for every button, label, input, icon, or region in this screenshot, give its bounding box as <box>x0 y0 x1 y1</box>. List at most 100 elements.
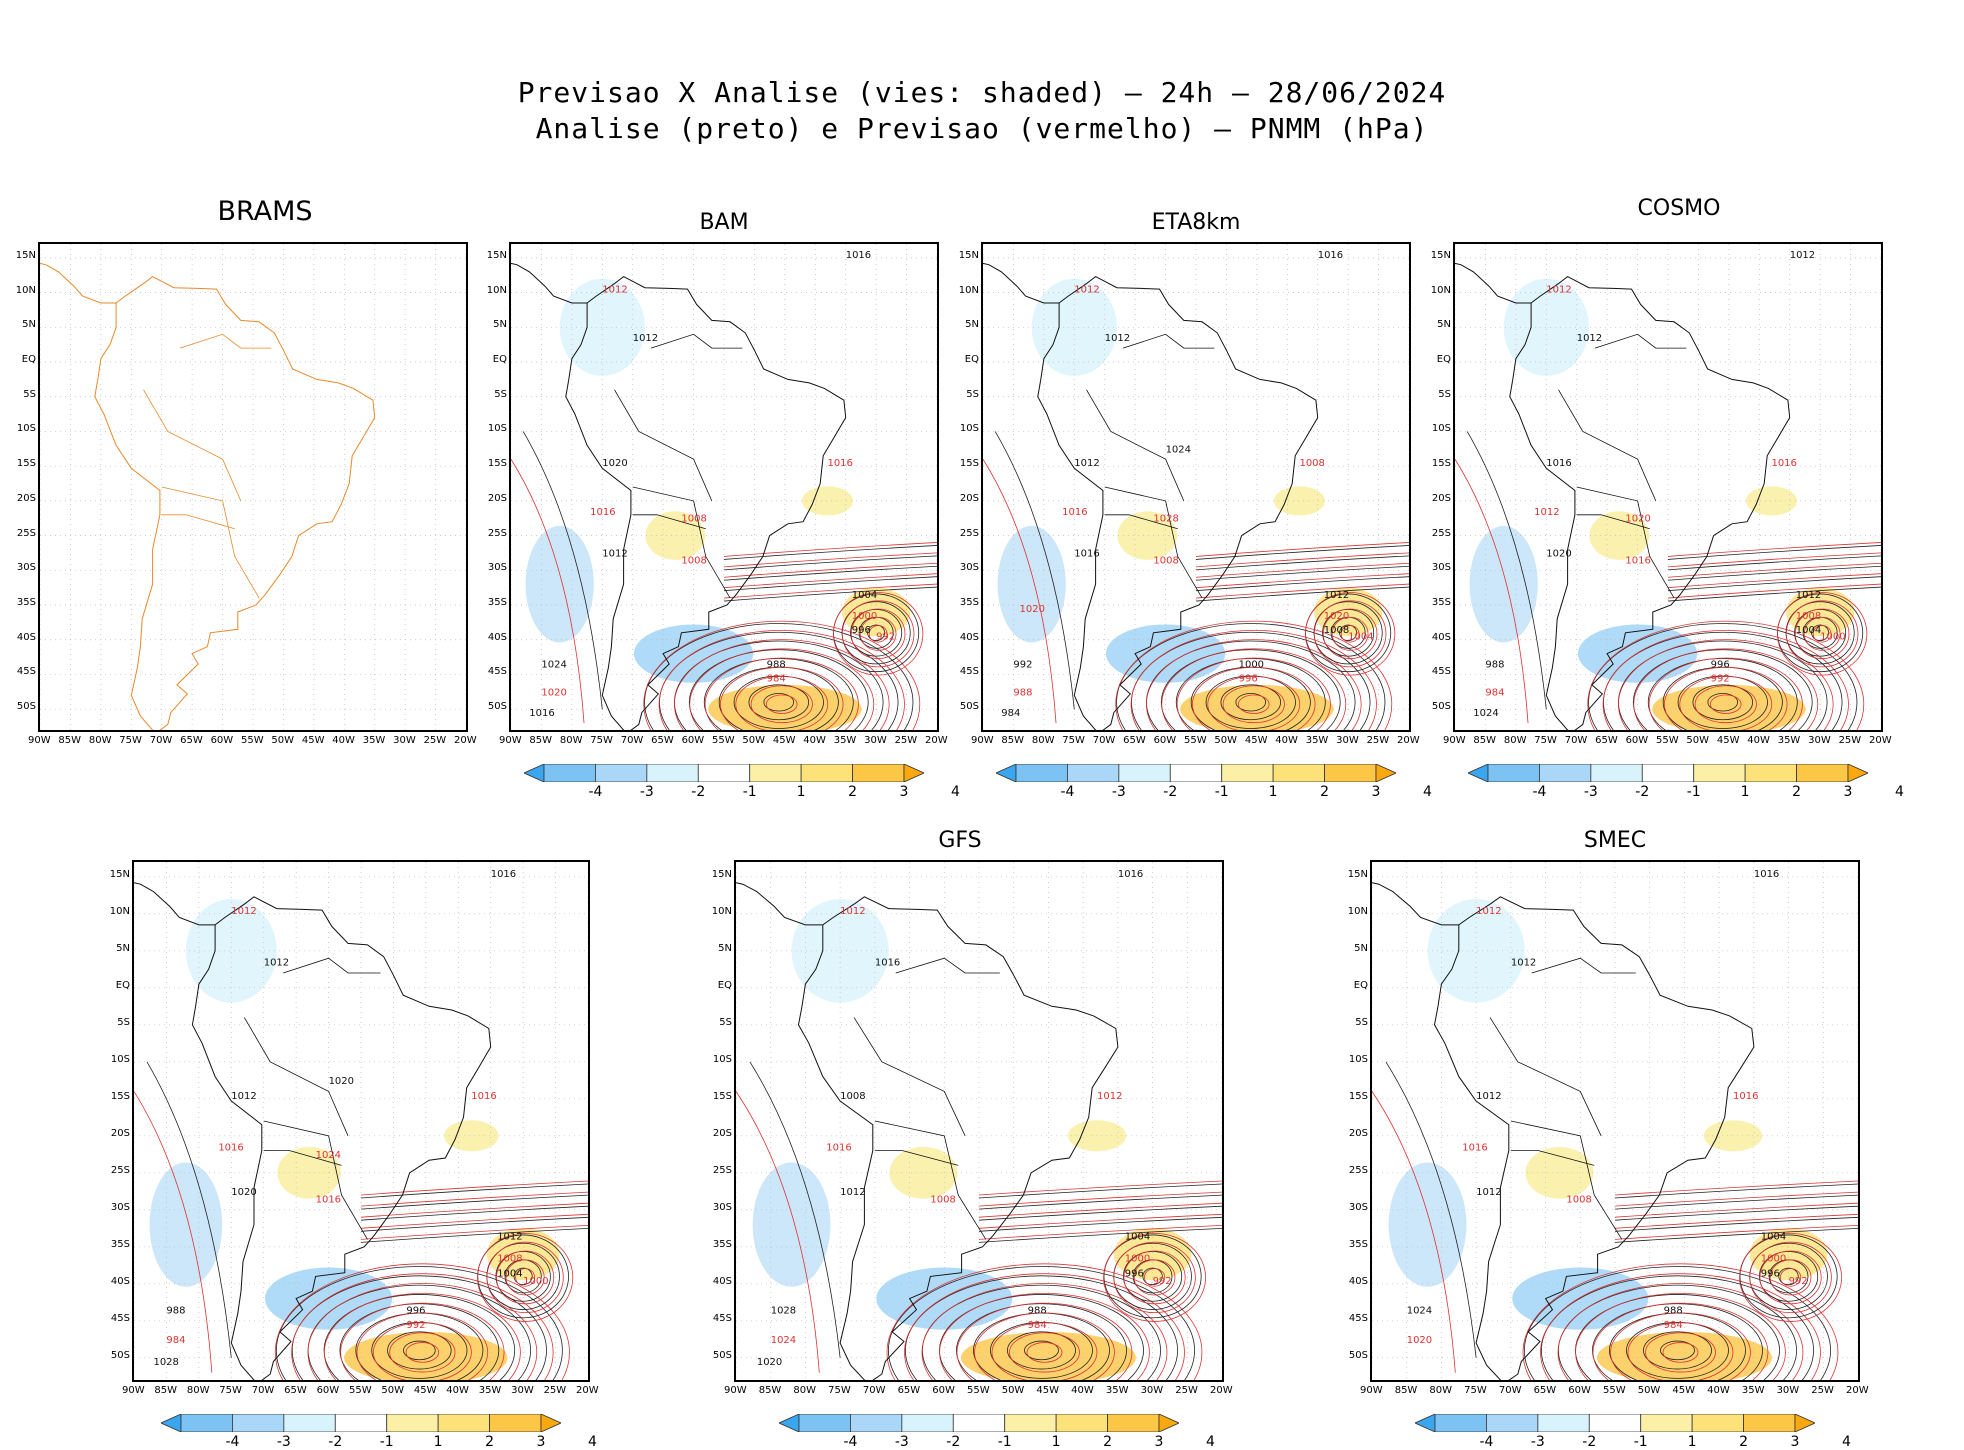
country-border <box>1104 486 1203 599</box>
isobar-forecast <box>323 1292 521 1380</box>
map-panel-smec: 1016 1012 1012 1016 1012 1016 1012 1008 1004 1000… <box>1370 860 1860 1382</box>
isobar-analysis <box>403 1340 436 1361</box>
lat-tick-label: 35S <box>16 597 36 609</box>
bias-shade-positive <box>1067 1120 1127 1152</box>
contour-label: 1000 <box>1820 632 1845 643</box>
colorbar-tick-label: 4 <box>1894 784 1904 800</box>
lon-tick-label: 40W <box>803 735 826 746</box>
lon-tick-label: 40W <box>1747 735 1770 746</box>
lat-tick-label: 5S <box>117 1016 130 1028</box>
contour-label: 1012 <box>633 333 658 344</box>
isobar-analysis <box>339 1303 500 1380</box>
contour-label: 1020 <box>602 458 627 469</box>
contour-label: 996 <box>1239 673 1258 684</box>
bias-shade-negative <box>525 525 594 643</box>
colorbar-segment <box>901 1413 954 1433</box>
isobar-analysis <box>1195 576 1409 592</box>
isobar-analysis <box>994 431 1075 710</box>
lon-tick-label: 75W <box>1534 735 1557 746</box>
isobar-forecast <box>1645 1332 1716 1373</box>
lat-tick-label: 10S <box>110 1053 130 1065</box>
isobar-forecast <box>859 616 897 651</box>
isobar-forecast <box>1161 648 1347 730</box>
contour-label: 996 <box>406 1305 425 1316</box>
isobar-forecast <box>1592 1302 1769 1380</box>
colorbar-cap-high <box>1847 763 1869 783</box>
isobar-forecast <box>750 685 813 724</box>
lon-tick-label: 25W <box>1366 735 1390 746</box>
contour-label: 988 <box>767 660 786 671</box>
isobar-forecast <box>1123 1250 1186 1305</box>
longitude-axis: 90W 85W 80W 75W 70W 65W 60W 55W 50W 45W 40W 35W 30W 2… <box>724 1385 1233 1399</box>
country-border <box>1086 389 1185 502</box>
panel-title-eta8km: ETA8km <box>1151 210 1241 235</box>
isobar-analysis <box>1195 555 1409 571</box>
lat-tick-label: 25S <box>712 1164 732 1176</box>
lon-tick-label: 30W <box>864 735 887 746</box>
contour-label: 1000 <box>523 1276 548 1287</box>
contour-label: 1012 <box>1074 458 1099 469</box>
isobar-forecast <box>1627 1322 1734 1380</box>
country-border <box>1122 333 1215 349</box>
lat-tick-label: 5N <box>1437 319 1451 331</box>
isobar-analysis <box>1024 1340 1059 1361</box>
lon-tick-label: 35W <box>1305 735 1329 746</box>
lat-tick-label: 50S <box>487 701 507 713</box>
colorbar-segment <box>1015 763 1068 783</box>
isobar-analysis <box>1588 623 1858 730</box>
isobar-forecast <box>1195 552 1409 568</box>
country-border <box>1558 389 1657 502</box>
colorbar-tick-label: 2 <box>848 784 858 800</box>
contour-label: 1004 <box>1796 625 1821 636</box>
contour-label: 1016 <box>1118 869 1143 880</box>
lat-tick-label: 10S <box>487 423 507 435</box>
contour-label: 1016 <box>1062 507 1087 518</box>
lat-tick-label: 30S <box>16 562 36 574</box>
contour-label: 1012 <box>602 285 627 296</box>
contour-label: 1028 <box>771 1305 796 1316</box>
isobar-analysis <box>978 1194 1222 1210</box>
contour-label: 1000 <box>852 611 877 622</box>
lat-tick-label: 5N <box>965 319 979 331</box>
isobar-forecast <box>356 1312 489 1380</box>
colorbar-tick-label: -2 <box>1635 784 1650 800</box>
colorbar-segment <box>543 763 596 783</box>
bias-shade-positive <box>486 1228 560 1281</box>
isobar-forecast <box>983 459 1057 724</box>
isobar-forecast <box>1305 592 1396 676</box>
isobar-forecast <box>991 1322 1098 1380</box>
colorbar-segment <box>1324 763 1377 783</box>
isobar-forecast <box>1633 648 1819 730</box>
lon-tick-label: 65W <box>1533 1385 1557 1396</box>
contour-label: 1024 <box>541 660 566 671</box>
isobar-forecast <box>496 1250 555 1305</box>
lon-tick-label: 50W <box>1637 1385 1661 1396</box>
isobar-forecast <box>1679 676 1773 730</box>
lat-tick-label: 5N <box>718 942 732 954</box>
lon-tick-label: 70W <box>149 735 173 746</box>
coastline <box>797 896 1119 1380</box>
lon-tick-label: 80W <box>793 1385 817 1396</box>
lon-tick-label: 90W <box>28 735 51 746</box>
lat-tick-label: 35S <box>487 597 507 609</box>
lon-tick-label: 30W <box>393 735 416 746</box>
lat-tick-label: 15S <box>487 458 507 470</box>
lon-tick-label: 80W <box>186 1385 210 1396</box>
country-border <box>161 486 260 599</box>
contour-label: 1024 <box>1166 444 1191 455</box>
colorbar-tick-label: -2 <box>1582 1434 1597 1450</box>
lon-tick-label: 50W <box>742 735 766 746</box>
isobar-forecast <box>1769 1259 1812 1296</box>
country-border <box>874 1120 987 1240</box>
isobar-forecast <box>360 1191 588 1207</box>
lon-tick-label: 25W <box>543 1385 567 1396</box>
isobar-forecast <box>134 1091 213 1373</box>
isobar-forecast <box>1575 1292 1786 1380</box>
lat-tick-label: 20S <box>1348 1127 1368 1139</box>
contour-label: 1008 <box>1153 555 1178 566</box>
figure-title-line2: Analise (preto) e Previsao (vermelho) – … <box>535 112 1429 145</box>
isobar-forecast <box>723 583 937 599</box>
contour-label: 1008 <box>840 1091 865 1102</box>
lat-tick-label: 5N <box>493 319 507 331</box>
lon-tick-label: 45W <box>1244 735 1268 746</box>
